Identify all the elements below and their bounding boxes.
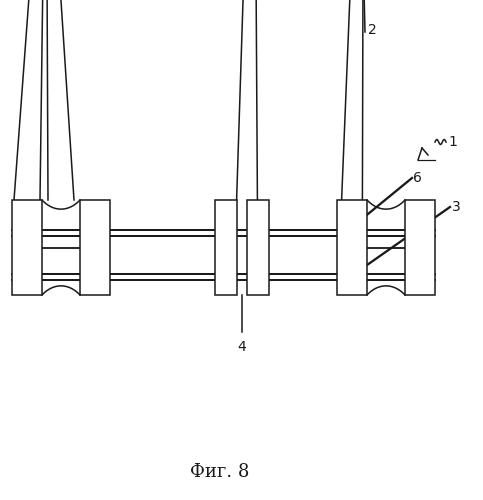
Text: Фиг. 8: Фиг. 8 xyxy=(190,463,250,481)
FancyBboxPatch shape xyxy=(247,200,269,295)
FancyBboxPatch shape xyxy=(215,200,237,295)
FancyBboxPatch shape xyxy=(337,200,367,295)
FancyBboxPatch shape xyxy=(405,200,435,295)
Polygon shape xyxy=(367,200,405,295)
FancyBboxPatch shape xyxy=(12,200,42,295)
Text: 4: 4 xyxy=(238,340,246,354)
FancyBboxPatch shape xyxy=(80,200,110,295)
Polygon shape xyxy=(42,200,80,295)
Text: 2: 2 xyxy=(368,23,377,37)
Text: 3: 3 xyxy=(452,200,461,214)
Text: 6: 6 xyxy=(413,171,422,185)
Text: 1: 1 xyxy=(448,135,457,149)
